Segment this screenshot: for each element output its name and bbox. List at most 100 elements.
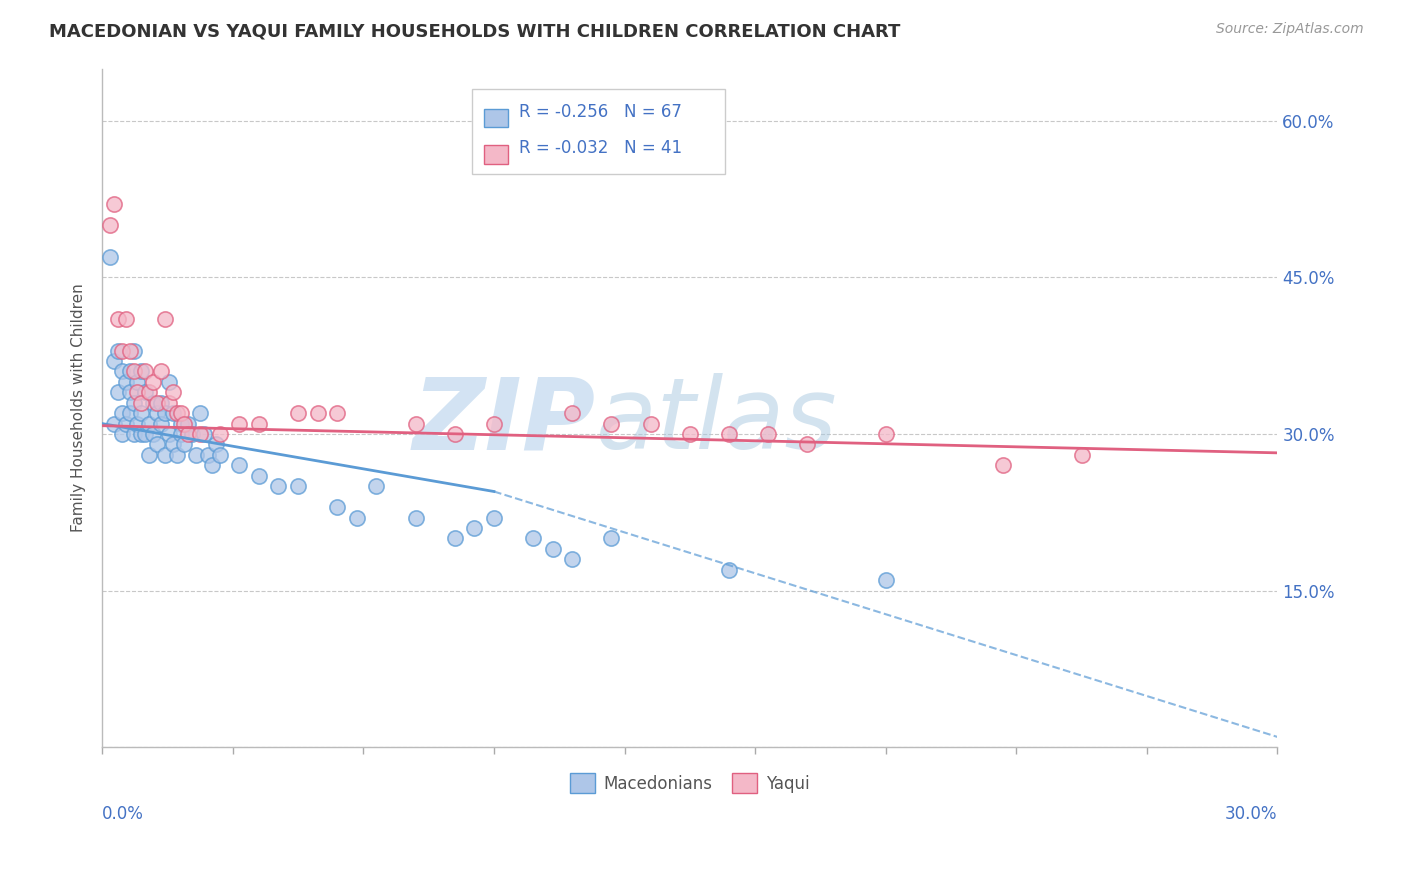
Point <box>157 375 180 389</box>
Point <box>146 406 169 420</box>
Point <box>122 395 145 409</box>
Point <box>134 385 156 400</box>
Point <box>138 417 160 431</box>
Bar <box>484 109 508 127</box>
Text: ZIP: ZIP <box>413 373 596 470</box>
Point <box>103 197 125 211</box>
Point <box>228 458 250 473</box>
Point <box>157 427 180 442</box>
Point <box>267 479 290 493</box>
Point <box>1070 448 1092 462</box>
Point <box>138 448 160 462</box>
Point <box>127 375 149 389</box>
Point <box>149 417 172 431</box>
Point <box>111 427 134 442</box>
Point <box>103 417 125 431</box>
Point <box>169 417 191 431</box>
Point <box>640 417 662 431</box>
Point <box>875 574 897 588</box>
Point <box>208 448 231 462</box>
Point <box>118 385 141 400</box>
Point <box>118 364 141 378</box>
Point <box>173 437 195 451</box>
Point <box>131 406 153 420</box>
Point <box>131 395 153 409</box>
Point <box>522 532 544 546</box>
Point <box>98 250 121 264</box>
Text: R = -0.032   N = 41: R = -0.032 N = 41 <box>519 139 682 157</box>
Point <box>482 417 505 431</box>
Point <box>134 427 156 442</box>
Point <box>346 510 368 524</box>
Text: Source: ZipAtlas.com: Source: ZipAtlas.com <box>1216 22 1364 37</box>
Text: R = -0.256   N = 67: R = -0.256 N = 67 <box>519 103 682 120</box>
Point <box>875 427 897 442</box>
Point <box>153 448 176 462</box>
Point <box>122 427 145 442</box>
Point <box>177 417 200 431</box>
Point <box>208 427 231 442</box>
Point <box>197 448 219 462</box>
Text: MACEDONIAN VS YAQUI FAMILY HOUSEHOLDS WITH CHILDREN CORRELATION CHART: MACEDONIAN VS YAQUI FAMILY HOUSEHOLDS WI… <box>49 22 901 40</box>
Point <box>98 218 121 232</box>
Point <box>188 406 211 420</box>
Point <box>146 437 169 451</box>
Point <box>118 343 141 358</box>
Point <box>111 406 134 420</box>
Point <box>153 312 176 326</box>
Point <box>405 417 427 431</box>
Point <box>326 406 349 420</box>
Point <box>138 385 160 400</box>
Point <box>162 385 184 400</box>
Point <box>247 417 270 431</box>
Point <box>134 364 156 378</box>
Point <box>149 364 172 378</box>
Point <box>111 364 134 378</box>
Point <box>717 563 740 577</box>
Point <box>326 500 349 515</box>
Point <box>142 395 165 409</box>
Point <box>307 406 329 420</box>
Point <box>146 395 169 409</box>
Point <box>169 427 191 442</box>
Point <box>177 427 200 442</box>
Point <box>131 427 153 442</box>
FancyBboxPatch shape <box>472 89 725 174</box>
Point <box>405 510 427 524</box>
Point <box>756 427 779 442</box>
Bar <box>484 145 508 163</box>
Point <box>443 532 465 546</box>
Text: atlas: atlas <box>596 373 838 470</box>
Point <box>482 510 505 524</box>
Point <box>186 448 208 462</box>
Point <box>181 427 204 442</box>
Point <box>122 364 145 378</box>
Point <box>162 437 184 451</box>
Point <box>149 395 172 409</box>
Point <box>561 406 583 420</box>
Y-axis label: Family Households with Children: Family Households with Children <box>72 284 86 533</box>
Point <box>118 406 141 420</box>
Point <box>561 552 583 566</box>
Point <box>166 406 188 420</box>
Point <box>114 417 136 431</box>
Point <box>131 364 153 378</box>
Point <box>162 406 184 420</box>
Point <box>204 437 226 451</box>
Text: 30.0%: 30.0% <box>1225 805 1278 822</box>
Point <box>796 437 818 451</box>
Point <box>166 448 188 462</box>
Point <box>993 458 1015 473</box>
Point <box>193 427 215 442</box>
Point <box>717 427 740 442</box>
Point <box>169 406 191 420</box>
Point <box>228 417 250 431</box>
Point <box>287 406 309 420</box>
Point <box>188 427 211 442</box>
Point <box>173 417 195 431</box>
Text: 0.0%: 0.0% <box>103 805 143 822</box>
Point <box>463 521 485 535</box>
Point <box>107 312 129 326</box>
Point <box>142 427 165 442</box>
Point <box>127 385 149 400</box>
